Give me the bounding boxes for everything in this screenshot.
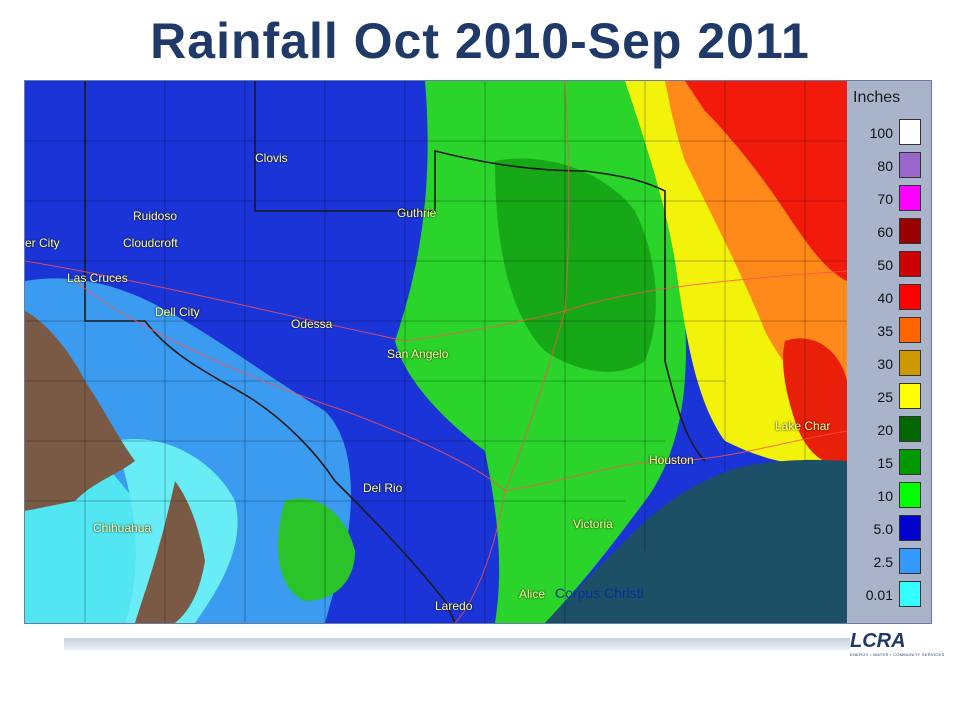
legend-row: 70 bbox=[847, 185, 931, 213]
legend-swatch bbox=[899, 152, 921, 178]
legend-swatch bbox=[899, 383, 921, 409]
legend-swatch bbox=[899, 218, 921, 244]
legend-swatch bbox=[899, 581, 921, 607]
city-label-chihuahua: Chihuahua bbox=[93, 521, 152, 535]
legend-row: 5.0 bbox=[847, 515, 931, 543]
city-label-laredo: Laredo bbox=[435, 599, 473, 613]
city-label-ruidoso: Ruidoso bbox=[133, 209, 178, 223]
mexico-terrain-2 bbox=[135, 481, 205, 623]
legend-swatch bbox=[899, 548, 921, 574]
city-label-lake-charles: Lake Char bbox=[775, 419, 831, 433]
legend-title: Inches bbox=[853, 89, 901, 106]
gulf-of-mexico bbox=[545, 459, 847, 623]
legend-row: 15 bbox=[847, 449, 931, 477]
city-label-silver-city: er City bbox=[25, 236, 60, 250]
legend-row: 80 bbox=[847, 152, 931, 180]
city-label-victoria: Victoria bbox=[573, 517, 613, 531]
legend-label: 10 bbox=[877, 488, 893, 504]
rain-zone-dark-green bbox=[495, 158, 656, 372]
legend-label: 0.01 bbox=[865, 587, 893, 603]
city-label-guthrie: Guthrie bbox=[397, 206, 437, 220]
city-label-san-angelo: San Angelo bbox=[387, 347, 449, 361]
legend-swatch bbox=[899, 515, 921, 541]
legend-label: 100 bbox=[869, 125, 893, 141]
legend-label: 25 bbox=[877, 389, 893, 405]
legend-row: 2.5 bbox=[847, 548, 931, 576]
city-label-del-rio: Del Rio bbox=[363, 481, 403, 495]
legend-row: 40 bbox=[847, 284, 931, 312]
legend-swatch bbox=[899, 449, 921, 475]
legend-swatch bbox=[899, 284, 921, 310]
state-borders bbox=[84, 81, 706, 623]
legend-label: 70 bbox=[877, 191, 893, 207]
legend-label: 80 bbox=[877, 158, 893, 174]
legend-swatch bbox=[899, 251, 921, 277]
mexico-terrain bbox=[25, 311, 135, 511]
legend-row: 60 bbox=[847, 218, 931, 246]
city-label-houston: Houston bbox=[649, 453, 694, 467]
logo-tagline: ENERGY • WATER • COMMUNITY SERVICES bbox=[850, 652, 945, 657]
map-frame: Clovis Ruidoso Guthrie er City Cloudcrof… bbox=[24, 80, 932, 624]
legend-swatch bbox=[899, 482, 921, 508]
legend-row: 0.01 bbox=[847, 581, 931, 609]
legend-row: 35 bbox=[847, 317, 931, 345]
legend-label: 40 bbox=[877, 290, 893, 306]
legend-label: 20 bbox=[877, 422, 893, 438]
legend-row: 20 bbox=[847, 416, 931, 444]
legend-label: 2.5 bbox=[873, 554, 893, 570]
legend-label: 50 bbox=[877, 257, 893, 273]
rainfall-legend: Inches 100 80 70 60 50 40 35 30 25 20 15 10 5.0 2.5 0.… bbox=[847, 81, 931, 623]
legend-label: 30 bbox=[877, 356, 893, 372]
rain-zone-red bbox=[685, 81, 847, 281]
legend-swatch bbox=[899, 416, 921, 442]
city-label-alice: Alice bbox=[519, 587, 546, 601]
legend-swatch bbox=[899, 119, 921, 145]
city-label-clovis: Clovis bbox=[255, 151, 288, 165]
legend-row: 100 bbox=[847, 119, 931, 147]
legend-row: 30 bbox=[847, 350, 931, 378]
city-label-dell-city: Dell City bbox=[155, 305, 200, 319]
legend-label: 5.0 bbox=[873, 521, 893, 537]
legend-row: 10 bbox=[847, 482, 931, 510]
city-label-corpus-christi: Corpus Christi bbox=[555, 585, 644, 601]
highways bbox=[25, 81, 847, 623]
city-label-cloudcroft: Cloudcroft bbox=[123, 236, 178, 250]
legend-label: 35 bbox=[877, 323, 893, 339]
county-grid bbox=[25, 81, 847, 623]
rain-zone-green-sw bbox=[277, 498, 355, 601]
rain-zone-red-se bbox=[783, 338, 847, 464]
rainfall-map bbox=[25, 81, 847, 623]
legend-swatch bbox=[899, 185, 921, 211]
legend-swatch bbox=[899, 350, 921, 376]
footer-bar bbox=[64, 638, 850, 650]
legend-label: 60 bbox=[877, 224, 893, 240]
legend-row: 25 bbox=[847, 383, 931, 411]
page-title: Rainfall Oct 2010-Sep 2011 bbox=[150, 13, 810, 69]
city-label-odessa: Odessa bbox=[291, 317, 333, 331]
legend-swatch bbox=[899, 317, 921, 343]
city-label-las-cruces: Las Cruces bbox=[67, 271, 128, 285]
legend-label: 15 bbox=[877, 455, 893, 471]
logo-name: LCRA bbox=[850, 630, 906, 652]
lcra-logo: LCRA ENERGY • WATER • COMMUNITY SERVICES bbox=[850, 630, 944, 664]
legend-row: 50 bbox=[847, 251, 931, 279]
